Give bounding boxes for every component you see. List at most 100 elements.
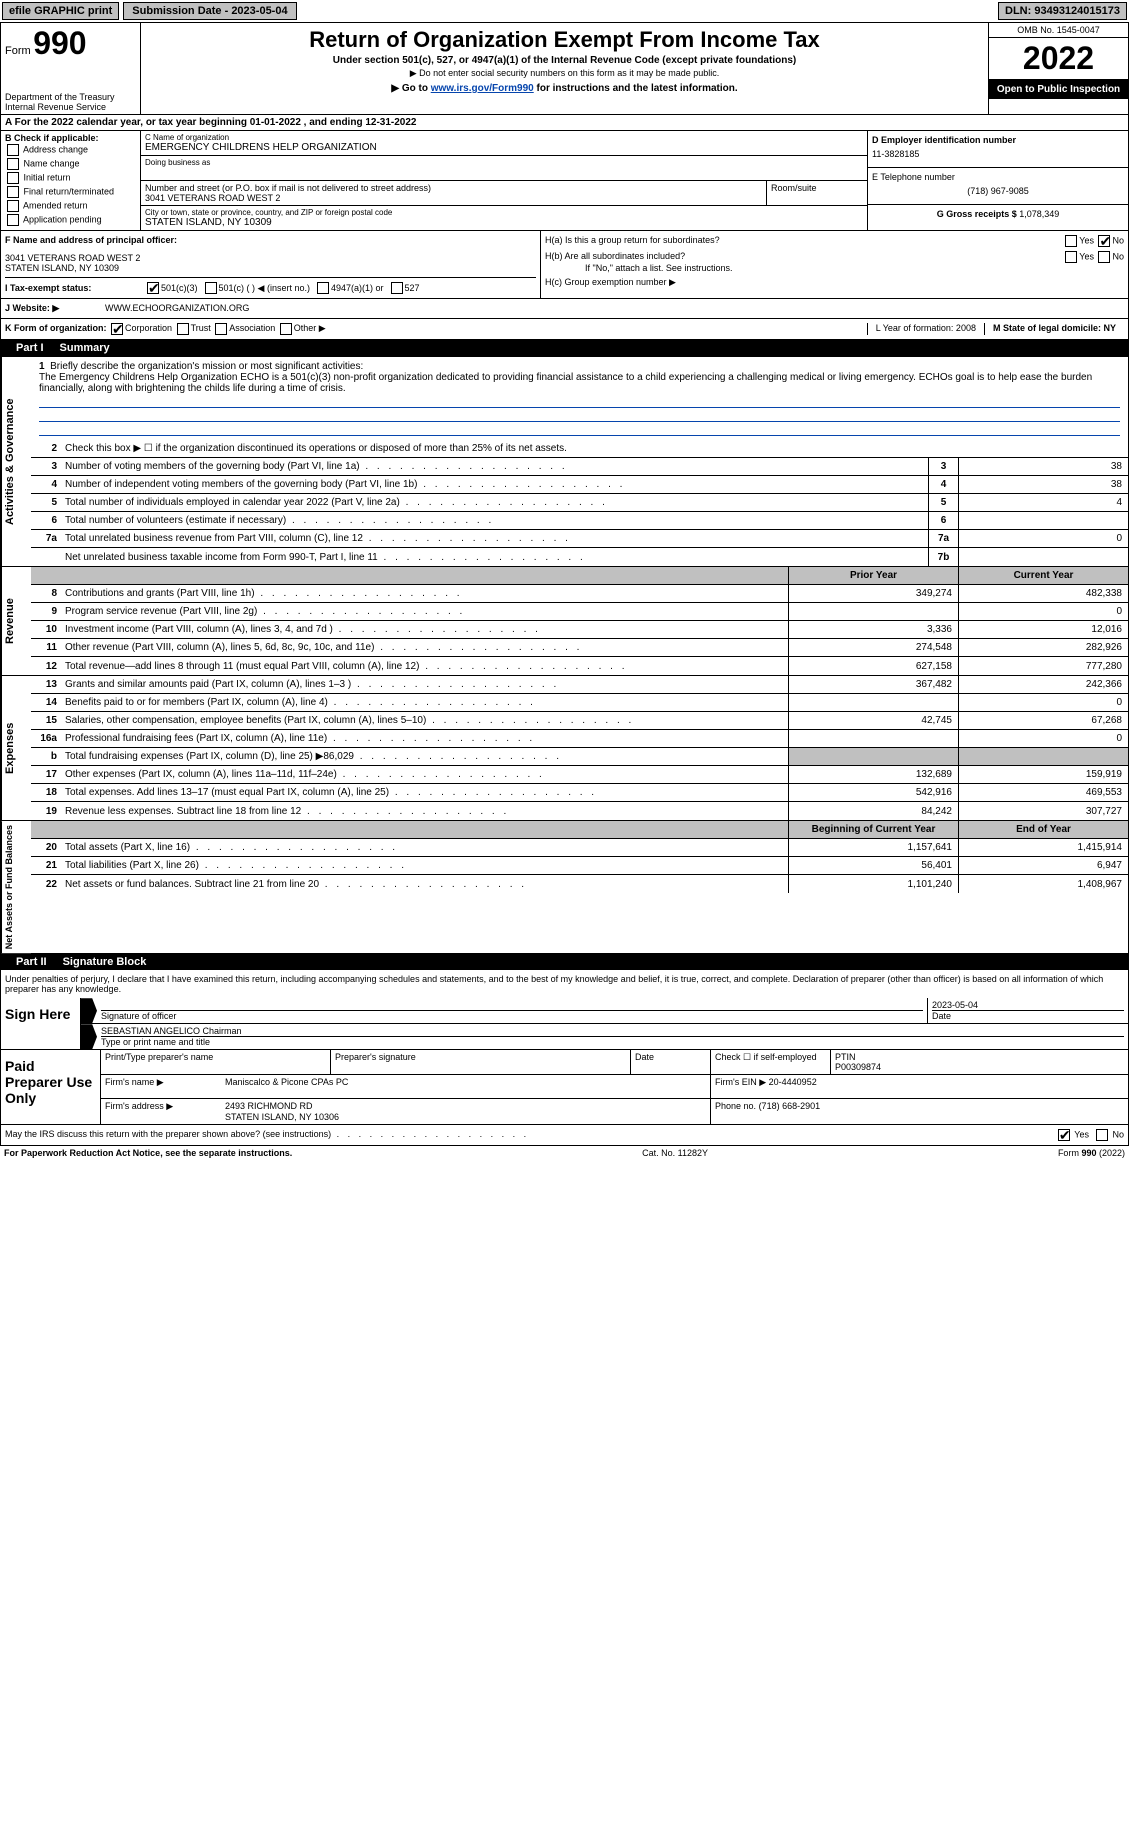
firm-name-row: Firm's name ▶ Maniscalco & Picone CPAs P… [101, 1075, 1128, 1099]
part-i-header: Part I Summary [0, 340, 1129, 356]
ptin-label: PTIN [835, 1052, 1124, 1062]
line-12: 12Total revenue—add lines 8 through 11 (… [31, 657, 1128, 675]
section-f-label: F Name and address of principal officer: [5, 235, 536, 245]
city-label: City or town, state or province, country… [145, 208, 863, 217]
gross-box: G Gross receipts $ 1,078,349 [868, 205, 1128, 223]
dept-label: Department of the Treasury [5, 92, 136, 102]
hb-label: H(b) Are all subordinates included? [545, 251, 685, 263]
sign-here-label: Sign Here [1, 998, 81, 1049]
cb-address-change[interactable]: Address change [5, 143, 136, 157]
sig-officer-label: Signature of officer [101, 1010, 923, 1021]
firm-ein-label: Firm's EIN ▶ [715, 1077, 766, 1087]
org-name-label: C Name of organization [145, 133, 863, 142]
firm-addr-row: Firm's address ▶ 2493 RICHMOND RD STATEN… [101, 1099, 1128, 1124]
cb-association[interactable] [215, 323, 227, 335]
cb-501c[interactable] [205, 282, 217, 294]
section-c: C Name of organization EMERGENCY CHILDRE… [141, 131, 868, 230]
line-11: 11Other revenue (Part VIII, column (A), … [31, 639, 1128, 657]
begin-year-header: Beginning of Current Year [788, 821, 958, 838]
cb-amended[interactable]: Amended return [5, 199, 136, 213]
submission-date-button[interactable]: Submission Date - 2023-05-04 [123, 2, 296, 20]
officer-name: SEBASTIAN ANGELICO Chairman [101, 1026, 1124, 1036]
revenue-section: Revenue Prior Year Current Year 8Contrib… [0, 567, 1129, 676]
revenue-label: Revenue [1, 567, 31, 675]
governance-section: Activities & Governance 1 Briefly descri… [0, 356, 1129, 567]
form-note-ssn: ▶ Do not enter social security numbers o… [145, 68, 984, 79]
section-m: M State of legal domicile: NY [984, 323, 1124, 335]
irs-form990-link[interactable]: www.irs.gov/Form990 [431, 83, 534, 94]
form-header: Form 990 Department of the Treasury Inte… [0, 22, 1129, 115]
dba-box: Doing business as [141, 156, 867, 181]
preparer-sig-header: Preparer's signature [331, 1050, 631, 1074]
paid-header-row: Print/Type preparer's name Preparer's si… [101, 1050, 1128, 1075]
signature-section: Under penalties of perjury, I declare th… [0, 970, 1129, 1050]
line-6: 6Total number of volunteers (estimate if… [31, 512, 1128, 530]
line-9: 9Program service revenue (Part VIII, lin… [31, 603, 1128, 621]
perjury-text: Under penalties of perjury, I declare th… [1, 970, 1128, 998]
section-b: B Check if applicable: Address change Na… [1, 131, 141, 230]
address-box: Number and street (or P.O. box if mail i… [141, 181, 867, 206]
section-k-label: K Form of organization: [5, 323, 107, 335]
cb-hb-yes[interactable] [1065, 251, 1077, 263]
prior-year-header: Prior Year [788, 567, 958, 584]
arrow-icon [81, 998, 97, 1023]
cb-application-pending[interactable]: Application pending [5, 213, 136, 227]
paid-preparer-section: Paid Preparer Use Only Print/Type prepar… [0, 1050, 1129, 1125]
officer-addr2: STATEN ISLAND, NY 10309 [5, 263, 536, 273]
officer-addr1: 3041 VETERANS ROAD WEST 2 [5, 253, 536, 263]
current-year-header: Current Year [958, 567, 1128, 584]
footer-row: For Paperwork Reduction Act Notice, see … [0, 1146, 1129, 1160]
cb-501c3[interactable] [147, 282, 159, 294]
line-7a: 7aTotal unrelated business revenue from … [31, 530, 1128, 548]
irs-label: Internal Revenue Service [5, 102, 136, 112]
form-header-center: Return of Organization Exempt From Incom… [141, 23, 988, 114]
cb-name-change[interactable]: Name change [5, 157, 136, 171]
cb-final-return[interactable]: Final return/terminated [5, 185, 136, 199]
section-deg: D Employer identification number 11-3828… [868, 131, 1128, 230]
section-i-label: I Tax-exempt status: [5, 283, 145, 293]
link-suffix: for instructions and the latest informat… [537, 83, 738, 94]
open-to-public: Open to Public Inspection [989, 80, 1128, 99]
link-prefix: ▶ Go to [391, 83, 430, 94]
cb-527[interactable] [391, 282, 403, 294]
cb-hb-no[interactable] [1098, 251, 1110, 263]
end-year-header: End of Year [958, 821, 1128, 838]
firm-phone-label: Phone no. [715, 1101, 756, 1111]
discuss-text: May the IRS discuss this return with the… [5, 1129, 529, 1141]
cb-trust[interactable] [177, 323, 189, 335]
line-21: 21Total liabilities (Part X, line 26)56,… [31, 857, 1128, 875]
line-13: 13Grants and similar amounts paid (Part … [31, 676, 1128, 694]
line-22: 22Net assets or fund balances. Subtract … [31, 875, 1128, 893]
efile-label[interactable]: efile GRAPHIC print [2, 2, 119, 20]
section-f: F Name and address of principal officer:… [1, 231, 541, 298]
cb-ha-yes[interactable] [1065, 235, 1077, 247]
expenses-section: Expenses 13Grants and similar amounts pa… [0, 676, 1129, 821]
cb-corporation[interactable] [111, 323, 123, 335]
cb-discuss-yes[interactable] [1058, 1129, 1070, 1141]
room-label: Room/suite [771, 183, 863, 193]
ein-value: 11-3828185 [872, 145, 1124, 163]
ein-box: D Employer identification number 11-3828… [868, 131, 1128, 168]
firm-name-label: Firm's name ▶ [105, 1077, 225, 1096]
line-14: 14Benefits paid to or for members (Part … [31, 694, 1128, 712]
self-employed-header: Check ☐ if self-employed [711, 1050, 831, 1074]
cb-ha-no[interactable] [1098, 235, 1110, 247]
line-7b: Net unrelated business taxable income fr… [31, 548, 1128, 566]
line-19: 19Revenue less expenses. Subtract line 1… [31, 802, 1128, 820]
line-4: 4Number of independent voting members of… [31, 476, 1128, 494]
line-3: 3Number of voting members of the governi… [31, 458, 1128, 476]
part-i-title: Summary [60, 342, 110, 354]
gross-label: G Gross receipts $ [937, 209, 1017, 219]
date-label: Date [932, 1010, 1124, 1021]
ptin-cell: PTIN P00309874 [831, 1050, 1128, 1074]
form-number: 990 [33, 25, 86, 61]
cb-other[interactable] [280, 323, 292, 335]
cb-discuss-no[interactable] [1096, 1129, 1108, 1141]
cb-4947[interactable] [317, 282, 329, 294]
omb-number: OMB No. 1545-0047 [989, 23, 1128, 38]
cb-initial-return[interactable]: Initial return [5, 171, 136, 185]
form-prefix: Form [5, 45, 31, 57]
section-l: L Year of formation: 2008 [867, 323, 984, 335]
netassets-label: Net Assets or Fund Balances [1, 821, 31, 953]
section-h: H(a) Is this a group return for subordin… [541, 231, 1128, 298]
